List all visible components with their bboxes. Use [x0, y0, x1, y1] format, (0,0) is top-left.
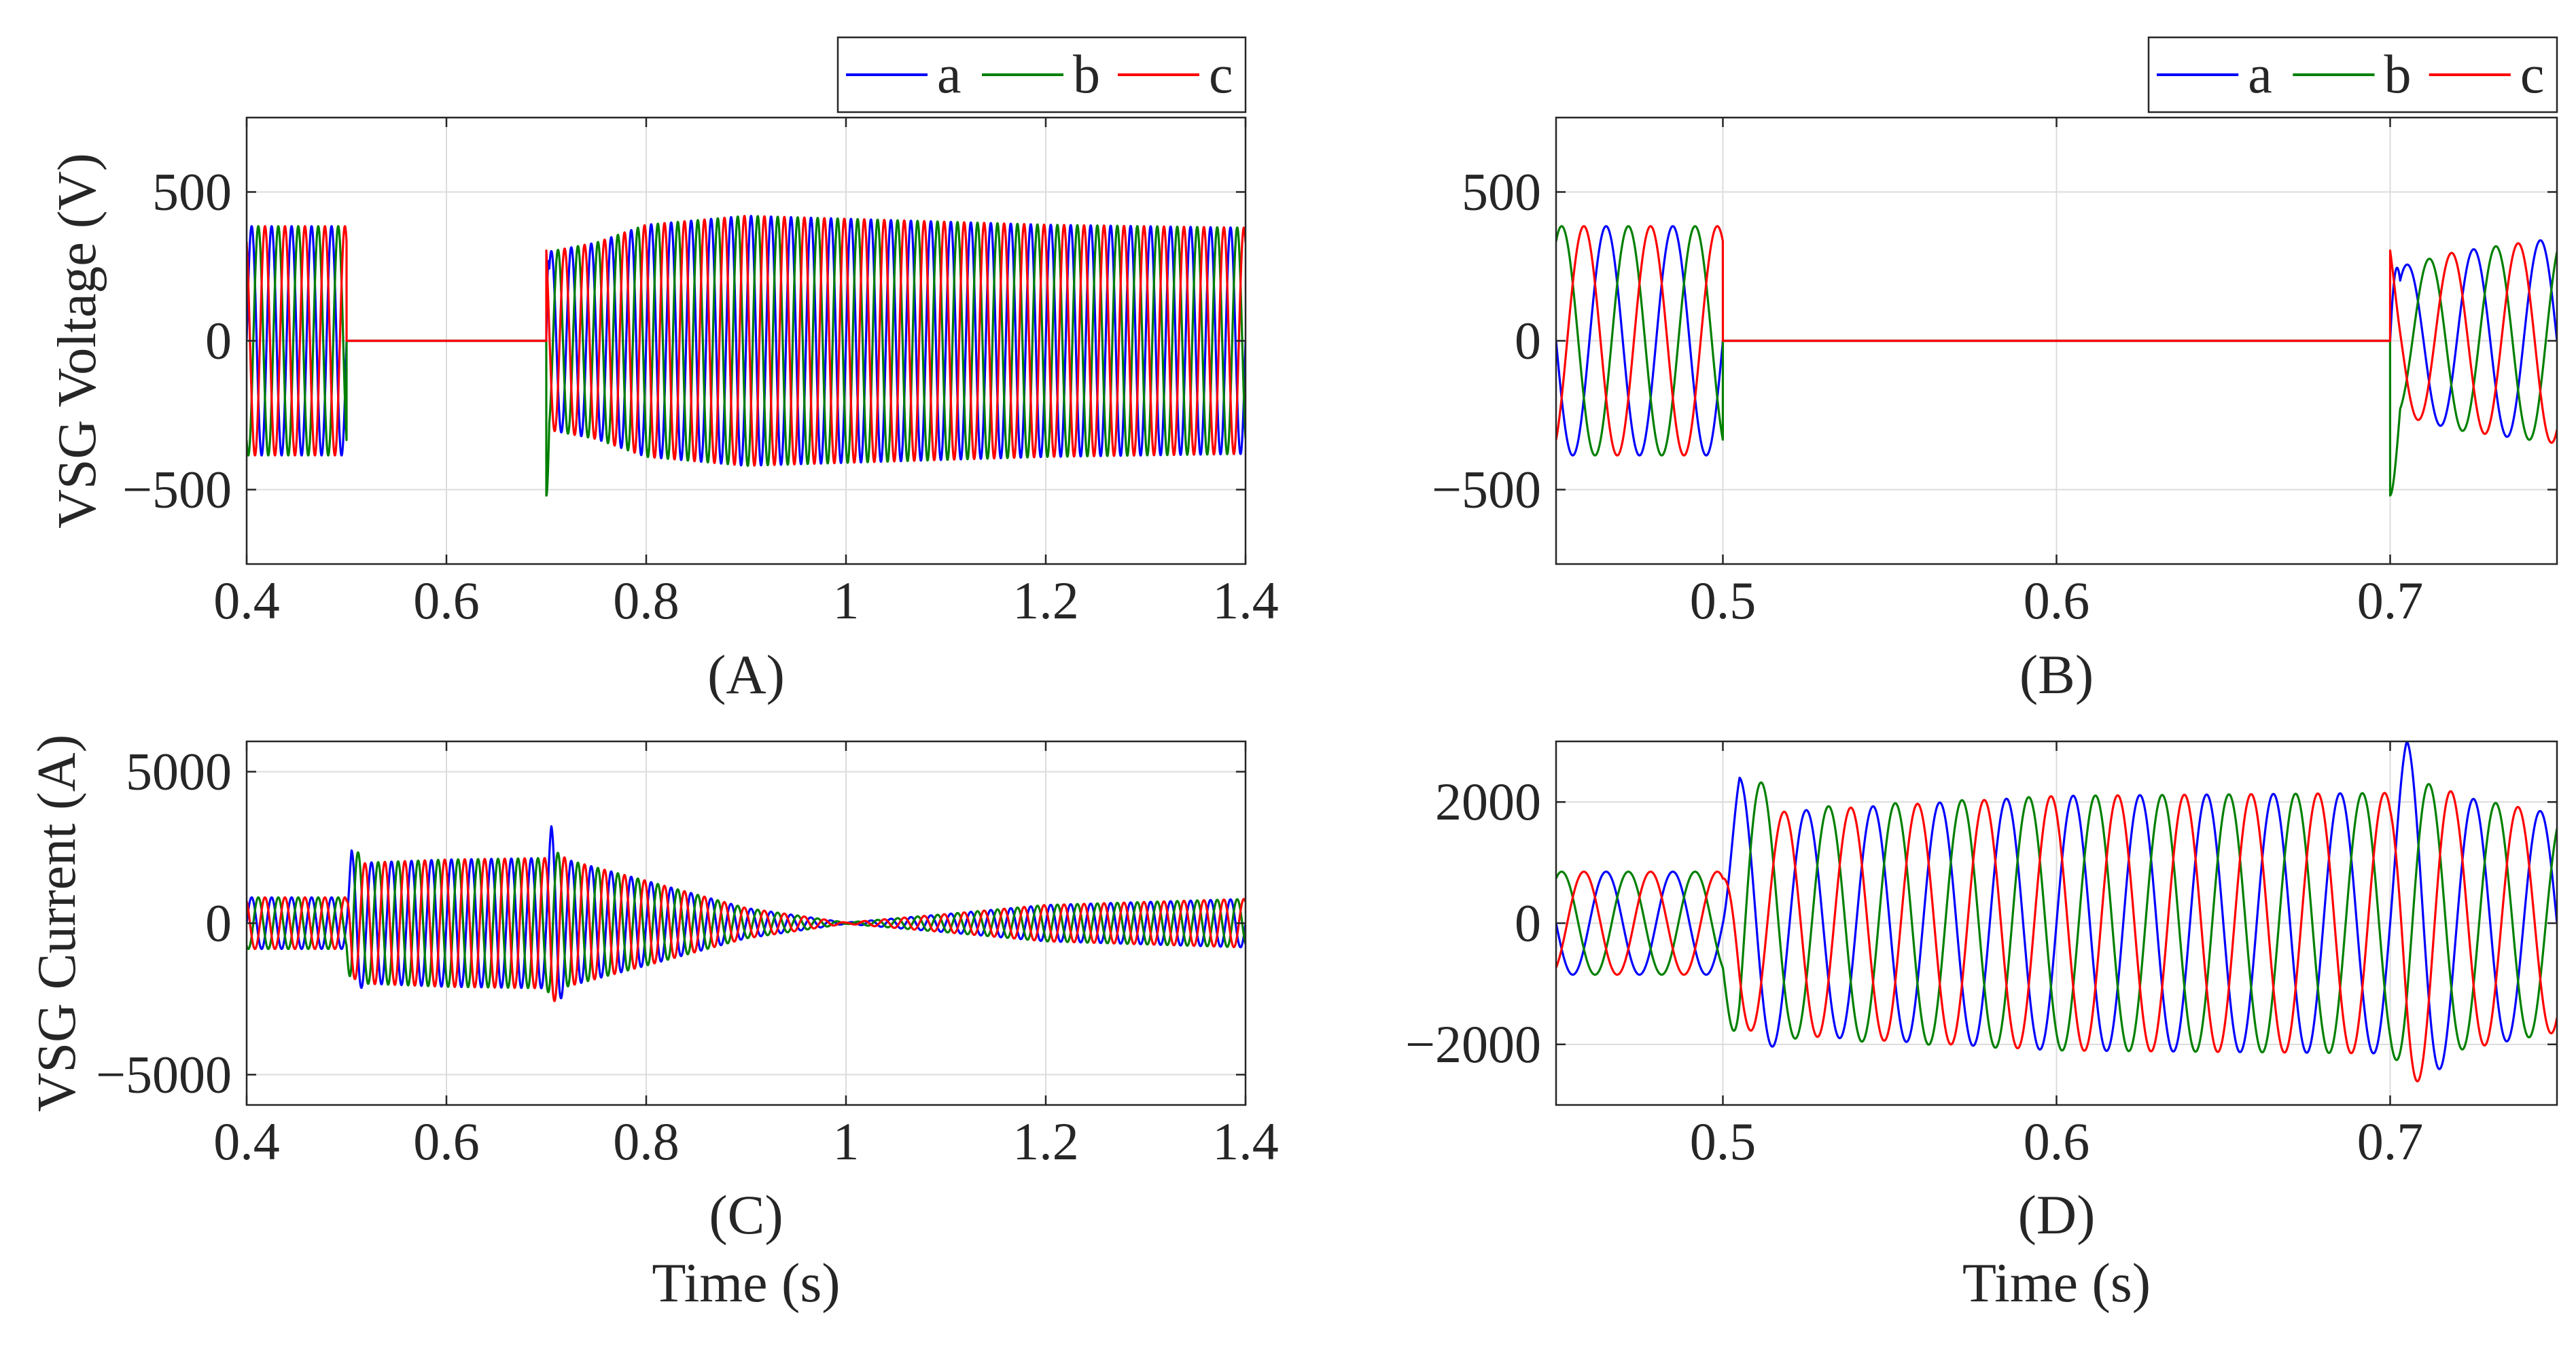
x-tick-label: 1.2 — [1012, 1112, 1079, 1171]
y-tick-label: 500 — [152, 162, 232, 222]
y-tick-label: 5000 — [126, 742, 232, 801]
x-tick-label: 0.6 — [2024, 1112, 2090, 1171]
x-tick-label: 0.4 — [213, 571, 280, 630]
x-tick-label: 1.4 — [1212, 1112, 1279, 1171]
x-tick-label: 0.8 — [613, 571, 680, 630]
panel-d: 0.5 0.6 0.7 −2000 0 2000 (D)Time (s) — [1405, 741, 2557, 1314]
x-tick-label: 0.6 — [413, 1112, 480, 1171]
y-tick-label: −2000 — [1405, 1015, 1541, 1074]
y-tick-label: −5000 — [96, 1044, 232, 1104]
panel-caption: (D) — [2018, 1184, 2096, 1246]
x-tick-label: 1 — [833, 1112, 860, 1171]
panel-b: 0.5 0.6 0.7 −500 0 500 (B) a b c — [1432, 37, 2557, 705]
panel-c: 0.4 0.6 0.8 1 1.2 1.4 −5000 0 5000 VSG Current (A… — [27, 735, 1279, 1314]
x-axis-label: Time (s) — [652, 1252, 840, 1314]
legend-label-b: b — [1073, 45, 1100, 105]
x-tick-label: 0.5 — [1690, 571, 1757, 630]
legend: a b c — [838, 37, 1246, 112]
x-tick-label: 0.6 — [413, 571, 480, 630]
x-tick-label: 0.7 — [2357, 1112, 2424, 1171]
y-tick-label: 2000 — [1435, 772, 1541, 831]
panel-caption: (C) — [709, 1184, 783, 1246]
y-tick-label: 0 — [1515, 311, 1541, 370]
panel-caption: (B) — [2019, 644, 2094, 705]
panel-a: 0.4 0.6 0.8 1 1.2 1.4 −500 0 500 VSG Voltage (V) (… — [48, 37, 1279, 705]
x-tick-label: 0.5 — [1690, 1112, 1757, 1171]
y-tick-label: −500 — [122, 460, 232, 519]
y-axis-label: VSG Voltage (V) — [48, 153, 107, 529]
legend-label-c: c — [1209, 45, 1233, 105]
x-tick-label: 1.4 — [1212, 571, 1279, 630]
legend-label-b: b — [2384, 45, 2412, 105]
y-tick-label: 500 — [1462, 162, 1541, 222]
panel-caption: (A) — [707, 644, 785, 705]
x-tick-label: 0.4 — [213, 1112, 280, 1171]
y-axis-label: VSG Current (A) — [27, 735, 87, 1112]
legend: a b c — [2149, 37, 2557, 112]
y-tick-label: −500 — [1432, 460, 1541, 519]
x-tick-label: 0.8 — [613, 1112, 680, 1171]
y-tick-label: 0 — [1515, 894, 1541, 953]
x-tick-label: 0.7 — [2357, 571, 2424, 630]
legend-label-a: a — [2248, 45, 2272, 105]
y-tick-label: 0 — [205, 311, 232, 370]
legend-label-a: a — [937, 45, 961, 105]
x-tick-label: 1.2 — [1012, 571, 1079, 630]
x-tick-label: 1 — [833, 571, 860, 630]
y-tick-label: 0 — [205, 894, 232, 953]
legend-label-c: c — [2520, 45, 2545, 105]
x-tick-label: 0.6 — [2024, 571, 2090, 630]
x-axis-label: Time (s) — [1962, 1252, 2151, 1314]
